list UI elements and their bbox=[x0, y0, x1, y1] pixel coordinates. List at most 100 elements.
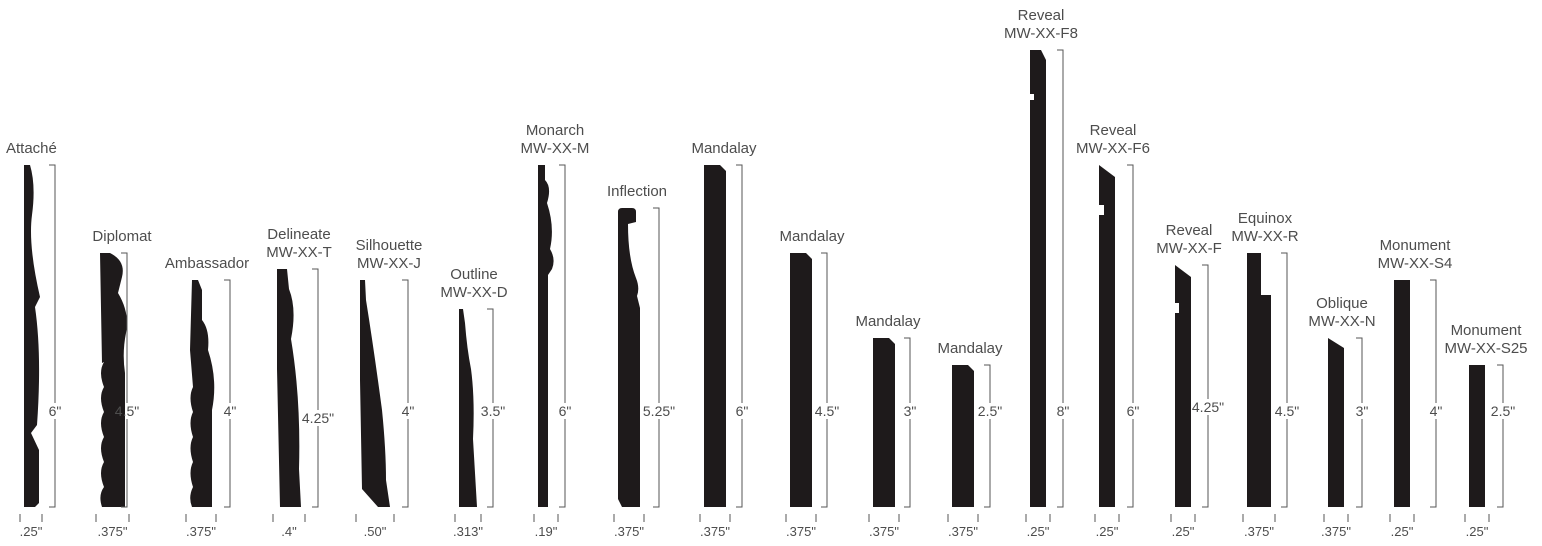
profile-name: Silhouette bbox=[356, 237, 423, 254]
profile-shape bbox=[790, 253, 812, 507]
thickness-label: .375" bbox=[1244, 524, 1274, 539]
profile-shape bbox=[1099, 165, 1115, 507]
profile-shape bbox=[100, 253, 127, 507]
profile-model: MW-XX-M bbox=[521, 140, 590, 157]
profile-shape bbox=[1328, 338, 1344, 507]
profile-name: Outline bbox=[450, 266, 498, 283]
thickness-label: .4" bbox=[281, 524, 297, 539]
height-label-gap bbox=[989, 403, 991, 419]
profile-name: Monument bbox=[1380, 237, 1452, 254]
profile-name: Mandalay bbox=[937, 340, 1003, 357]
height-label-gap bbox=[564, 403, 566, 419]
height-bracket bbox=[1356, 337, 1363, 508]
height-bracket bbox=[1127, 164, 1134, 508]
height-bracket bbox=[653, 207, 660, 508]
profile-model: MW-XX-T bbox=[266, 244, 332, 261]
thickness-label: .375" bbox=[614, 524, 644, 539]
height-label: 6" bbox=[1127, 403, 1140, 419]
height-bracket bbox=[1202, 264, 1209, 508]
profile-shape bbox=[538, 165, 554, 507]
height-label: 2.5" bbox=[978, 403, 1002, 419]
height-label: 6" bbox=[559, 403, 572, 419]
profile-name: Mandalay bbox=[779, 228, 845, 245]
profile-name: Delineate bbox=[267, 226, 330, 243]
thickness-label: .313" bbox=[453, 524, 483, 539]
profile-model: MW-XX-F6 bbox=[1076, 140, 1150, 157]
profile-model: MW-XX-S25 bbox=[1444, 340, 1527, 357]
height-label-gap bbox=[658, 403, 660, 419]
profile-shape bbox=[1247, 253, 1271, 507]
height-label-gap bbox=[126, 403, 128, 419]
profile-shape bbox=[24, 165, 40, 507]
profile-inflection: 5.25" Inflection .375" bbox=[607, 183, 675, 539]
thickness-label: .375" bbox=[786, 524, 816, 539]
height-label-gap bbox=[741, 403, 743, 419]
height-bracket bbox=[1057, 49, 1064, 508]
profile-shape bbox=[277, 269, 301, 507]
profile-model: MW-XX-F bbox=[1156, 240, 1222, 257]
profile-shape bbox=[873, 338, 895, 507]
height-label: 2.5" bbox=[1491, 403, 1515, 419]
thickness-label: .19" bbox=[535, 524, 558, 539]
height-label-gap bbox=[1286, 403, 1288, 419]
thickness-label: .375" bbox=[1321, 524, 1351, 539]
profile-name: Inflection bbox=[607, 183, 667, 200]
profile-mandalay-6: 6" Mandalay .375" bbox=[691, 140, 757, 539]
height-bracket bbox=[559, 164, 566, 508]
height-label-gap bbox=[317, 410, 319, 426]
profile-diplomat: 4.5" Diplomat .375" bbox=[92, 228, 152, 539]
profile-model: MW-XX-N bbox=[1308, 313, 1375, 330]
profile-model: MW-XX-D bbox=[440, 284, 507, 301]
height-label-gap bbox=[1361, 403, 1363, 419]
profile-mandalay-25: 2.5" Mandalay .375" bbox=[937, 340, 1003, 539]
profile-shape bbox=[704, 165, 726, 507]
height-bracket bbox=[402, 279, 409, 508]
profile-model: MW-XX-F8 bbox=[1004, 25, 1078, 42]
profile-shape bbox=[1394, 280, 1410, 507]
profile-mandalay-45: 4.5" Mandalay .375" bbox=[779, 228, 845, 539]
height-label-gap bbox=[1435, 403, 1437, 419]
profile-model: MW-XX-R bbox=[1231, 228, 1298, 245]
thickness-label: .375" bbox=[98, 524, 128, 539]
height-bracket bbox=[736, 164, 743, 508]
height-label: 3.5" bbox=[481, 403, 505, 419]
height-label-gap bbox=[826, 403, 828, 419]
profile-model: MW-XX-S4 bbox=[1378, 255, 1453, 272]
height-bracket bbox=[49, 164, 56, 508]
height-label: 4" bbox=[402, 403, 415, 419]
profile-name: Attaché bbox=[6, 140, 57, 157]
thickness-label: .375" bbox=[948, 524, 978, 539]
thickness-label: .25" bbox=[1391, 524, 1414, 539]
height-bracket bbox=[121, 252, 128, 508]
profile-shape bbox=[360, 280, 390, 507]
height-label: 4" bbox=[224, 403, 237, 419]
thickness-label: .25" bbox=[20, 524, 43, 539]
height-label: 4" bbox=[1430, 403, 1443, 419]
height-label: 6" bbox=[736, 403, 749, 419]
profile-shape bbox=[618, 208, 640, 507]
height-bracket bbox=[1281, 252, 1288, 508]
height-label: 5.25" bbox=[643, 403, 675, 419]
height-label: 4.25" bbox=[302, 410, 334, 426]
profile-name: Mandalay bbox=[855, 313, 921, 330]
height-bracket bbox=[224, 279, 231, 508]
thickness-label: .50" bbox=[364, 524, 387, 539]
profile-shape bbox=[952, 365, 974, 507]
height-label-gap bbox=[407, 403, 409, 419]
thickness-label: .25" bbox=[1096, 524, 1119, 539]
height-label-gap bbox=[909, 403, 911, 419]
profile-attache: 6" Attaché .25" bbox=[6, 140, 61, 539]
height-bracket bbox=[312, 268, 319, 508]
profile-name: Reveal bbox=[1090, 122, 1137, 139]
